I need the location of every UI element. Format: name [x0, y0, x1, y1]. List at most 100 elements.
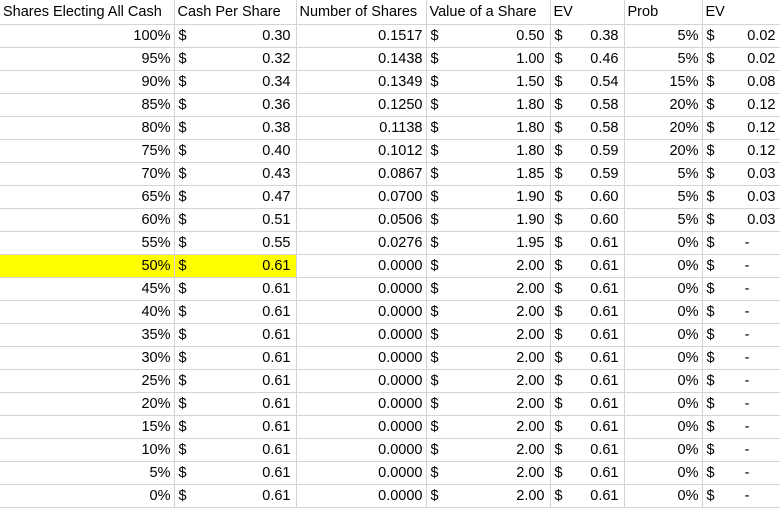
cell-prob[interactable]: 0% [624, 392, 703, 416]
cell-ev[interactable]: $0.61 [550, 323, 625, 347]
cell-number-of-shares[interactable]: 0.0867 [296, 162, 427, 186]
cell-cash-per-share[interactable]: $0.61 [174, 415, 297, 439]
cell-number-of-shares[interactable]: 0.0276 [296, 231, 427, 255]
cell-prob[interactable]: 0% [624, 300, 703, 324]
cell-cash-per-share[interactable]: $0.43 [174, 162, 297, 186]
cell-value-of-a-share[interactable]: $1.80 [426, 93, 551, 117]
cell-ev[interactable]: $0.60 [550, 208, 625, 232]
cell-cash-per-share[interactable]: $0.61 [174, 323, 297, 347]
cell-prob[interactable]: 5% [624, 162, 703, 186]
cell-ev-2[interactable]: $ - [702, 323, 780, 347]
cell-value-of-a-share[interactable]: $2.00 [426, 461, 551, 485]
cell-cash-per-share[interactable]: $0.55 [174, 231, 297, 255]
cell-ev[interactable]: $0.38 [550, 24, 625, 48]
cell-value-of-a-share[interactable]: $1.00 [426, 47, 551, 71]
cell-ev-2[interactable]: $ - [702, 277, 780, 301]
cell-cash-per-share[interactable]: $0.36 [174, 93, 297, 117]
cell-prob[interactable]: 5% [624, 47, 703, 71]
cell-ev[interactable]: $0.58 [550, 93, 625, 117]
header-ev-2[interactable]: EV [702, 0, 780, 25]
cell-shares-electing-all-cash[interactable]: 40% [0, 300, 175, 324]
cell-value-of-a-share[interactable]: $1.90 [426, 185, 551, 209]
cell-number-of-shares[interactable]: 0.0000 [296, 415, 427, 439]
cell-ev-2[interactable]: $0.08 [702, 70, 780, 94]
cell-number-of-shares[interactable]: 0.0700 [296, 185, 427, 209]
header-shares-electing-all-cash[interactable]: Shares Electing All Cash [0, 0, 175, 25]
cell-prob[interactable]: 20% [624, 116, 703, 140]
cell-value-of-a-share[interactable]: $2.00 [426, 369, 551, 393]
cell-ev[interactable]: $0.61 [550, 392, 625, 416]
cell-shares-electing-all-cash[interactable]: 25% [0, 369, 175, 393]
cell-shares-electing-all-cash[interactable]: 65% [0, 185, 175, 209]
cell-cash-per-share[interactable]: $0.61 [174, 484, 297, 508]
cell-prob[interactable]: 0% [624, 461, 703, 485]
cell-ev[interactable]: $0.61 [550, 277, 625, 301]
cell-cash-per-share[interactable]: $0.61 [174, 254, 297, 278]
cell-ev-2[interactable]: $ - [702, 346, 780, 370]
cell-ev[interactable]: $0.61 [550, 438, 625, 462]
cell-value-of-a-share[interactable]: $2.00 [426, 415, 551, 439]
cell-value-of-a-share[interactable]: $2.00 [426, 254, 551, 278]
cell-ev-2[interactable]: $0.02 [702, 47, 780, 71]
cell-prob[interactable]: 0% [624, 484, 703, 508]
cell-ev-2[interactable]: $ - [702, 438, 780, 462]
cell-number-of-shares[interactable]: 0.1349 [296, 70, 427, 94]
cell-shares-electing-all-cash[interactable]: 10% [0, 438, 175, 462]
cell-prob[interactable]: 15% [624, 70, 703, 94]
cell-cash-per-share[interactable]: $0.47 [174, 185, 297, 209]
cell-ev[interactable]: $0.61 [550, 369, 625, 393]
cell-shares-electing-all-cash[interactable]: 15% [0, 415, 175, 439]
header-value-of-a-share[interactable]: Value of a Share [426, 0, 551, 25]
cell-shares-electing-all-cash[interactable]: 5% [0, 461, 175, 485]
cell-cash-per-share[interactable]: $0.51 [174, 208, 297, 232]
cell-number-of-shares[interactable]: 0.0000 [296, 254, 427, 278]
cell-cash-per-share[interactable]: $0.61 [174, 438, 297, 462]
cell-number-of-shares[interactable]: 0.1138 [296, 116, 427, 140]
cell-shares-electing-all-cash[interactable]: 30% [0, 346, 175, 370]
cell-number-of-shares[interactable]: 0.0506 [296, 208, 427, 232]
cell-shares-electing-all-cash[interactable]: 70% [0, 162, 175, 186]
cell-shares-electing-all-cash[interactable]: 85% [0, 93, 175, 117]
header-cash-per-share[interactable]: Cash Per Share [174, 0, 297, 25]
cell-number-of-shares[interactable]: 0.0000 [296, 369, 427, 393]
cell-value-of-a-share[interactable]: $1.80 [426, 116, 551, 140]
cell-ev-2[interactable]: $0.12 [702, 116, 780, 140]
cell-number-of-shares[interactable]: 0.0000 [296, 323, 427, 347]
cell-cash-per-share[interactable]: $0.61 [174, 392, 297, 416]
cell-ev[interactable]: $0.61 [550, 415, 625, 439]
cell-prob[interactable]: 20% [624, 93, 703, 117]
header-prob[interactable]: Prob [624, 0, 703, 25]
cell-number-of-shares[interactable]: 0.1517 [296, 24, 427, 48]
cell-shares-electing-all-cash[interactable]: 100% [0, 24, 175, 48]
cell-cash-per-share[interactable]: $0.30 [174, 24, 297, 48]
cell-value-of-a-share[interactable]: $2.00 [426, 392, 551, 416]
cell-shares-electing-all-cash[interactable]: 50% [0, 254, 175, 278]
cell-ev-2[interactable]: $0.02 [702, 24, 780, 48]
cell-value-of-a-share[interactable]: $1.90 [426, 208, 551, 232]
cell-prob[interactable]: 0% [624, 323, 703, 347]
cell-number-of-shares[interactable]: 0.1438 [296, 47, 427, 71]
cell-shares-electing-all-cash[interactable]: 45% [0, 277, 175, 301]
cell-ev[interactable]: $0.54 [550, 70, 625, 94]
cell-number-of-shares[interactable]: 0.0000 [296, 300, 427, 324]
cell-ev-2[interactable]: $0.03 [702, 208, 780, 232]
cell-ev-2[interactable]: $ - [702, 369, 780, 393]
cell-value-of-a-share[interactable]: $1.50 [426, 70, 551, 94]
cell-value-of-a-share[interactable]: $1.80 [426, 139, 551, 163]
cell-value-of-a-share[interactable]: $2.00 [426, 346, 551, 370]
cell-cash-per-share[interactable]: $0.61 [174, 277, 297, 301]
cell-ev[interactable]: $0.61 [550, 484, 625, 508]
cell-ev-2[interactable]: $0.03 [702, 185, 780, 209]
cell-ev-2[interactable]: $ - [702, 415, 780, 439]
cell-cash-per-share[interactable]: $0.61 [174, 461, 297, 485]
cell-ev-2[interactable]: $ - [702, 484, 780, 508]
cell-number-of-shares[interactable]: 0.0000 [296, 392, 427, 416]
cell-shares-electing-all-cash[interactable]: 55% [0, 231, 175, 255]
cell-shares-electing-all-cash[interactable]: 35% [0, 323, 175, 347]
cell-prob[interactable]: 0% [624, 369, 703, 393]
cell-ev-2[interactable]: $0.12 [702, 139, 780, 163]
cell-ev[interactable]: $0.61 [550, 461, 625, 485]
cell-number-of-shares[interactable]: 0.0000 [296, 277, 427, 301]
cell-number-of-shares[interactable]: 0.0000 [296, 484, 427, 508]
cell-number-of-shares[interactable]: 0.0000 [296, 346, 427, 370]
